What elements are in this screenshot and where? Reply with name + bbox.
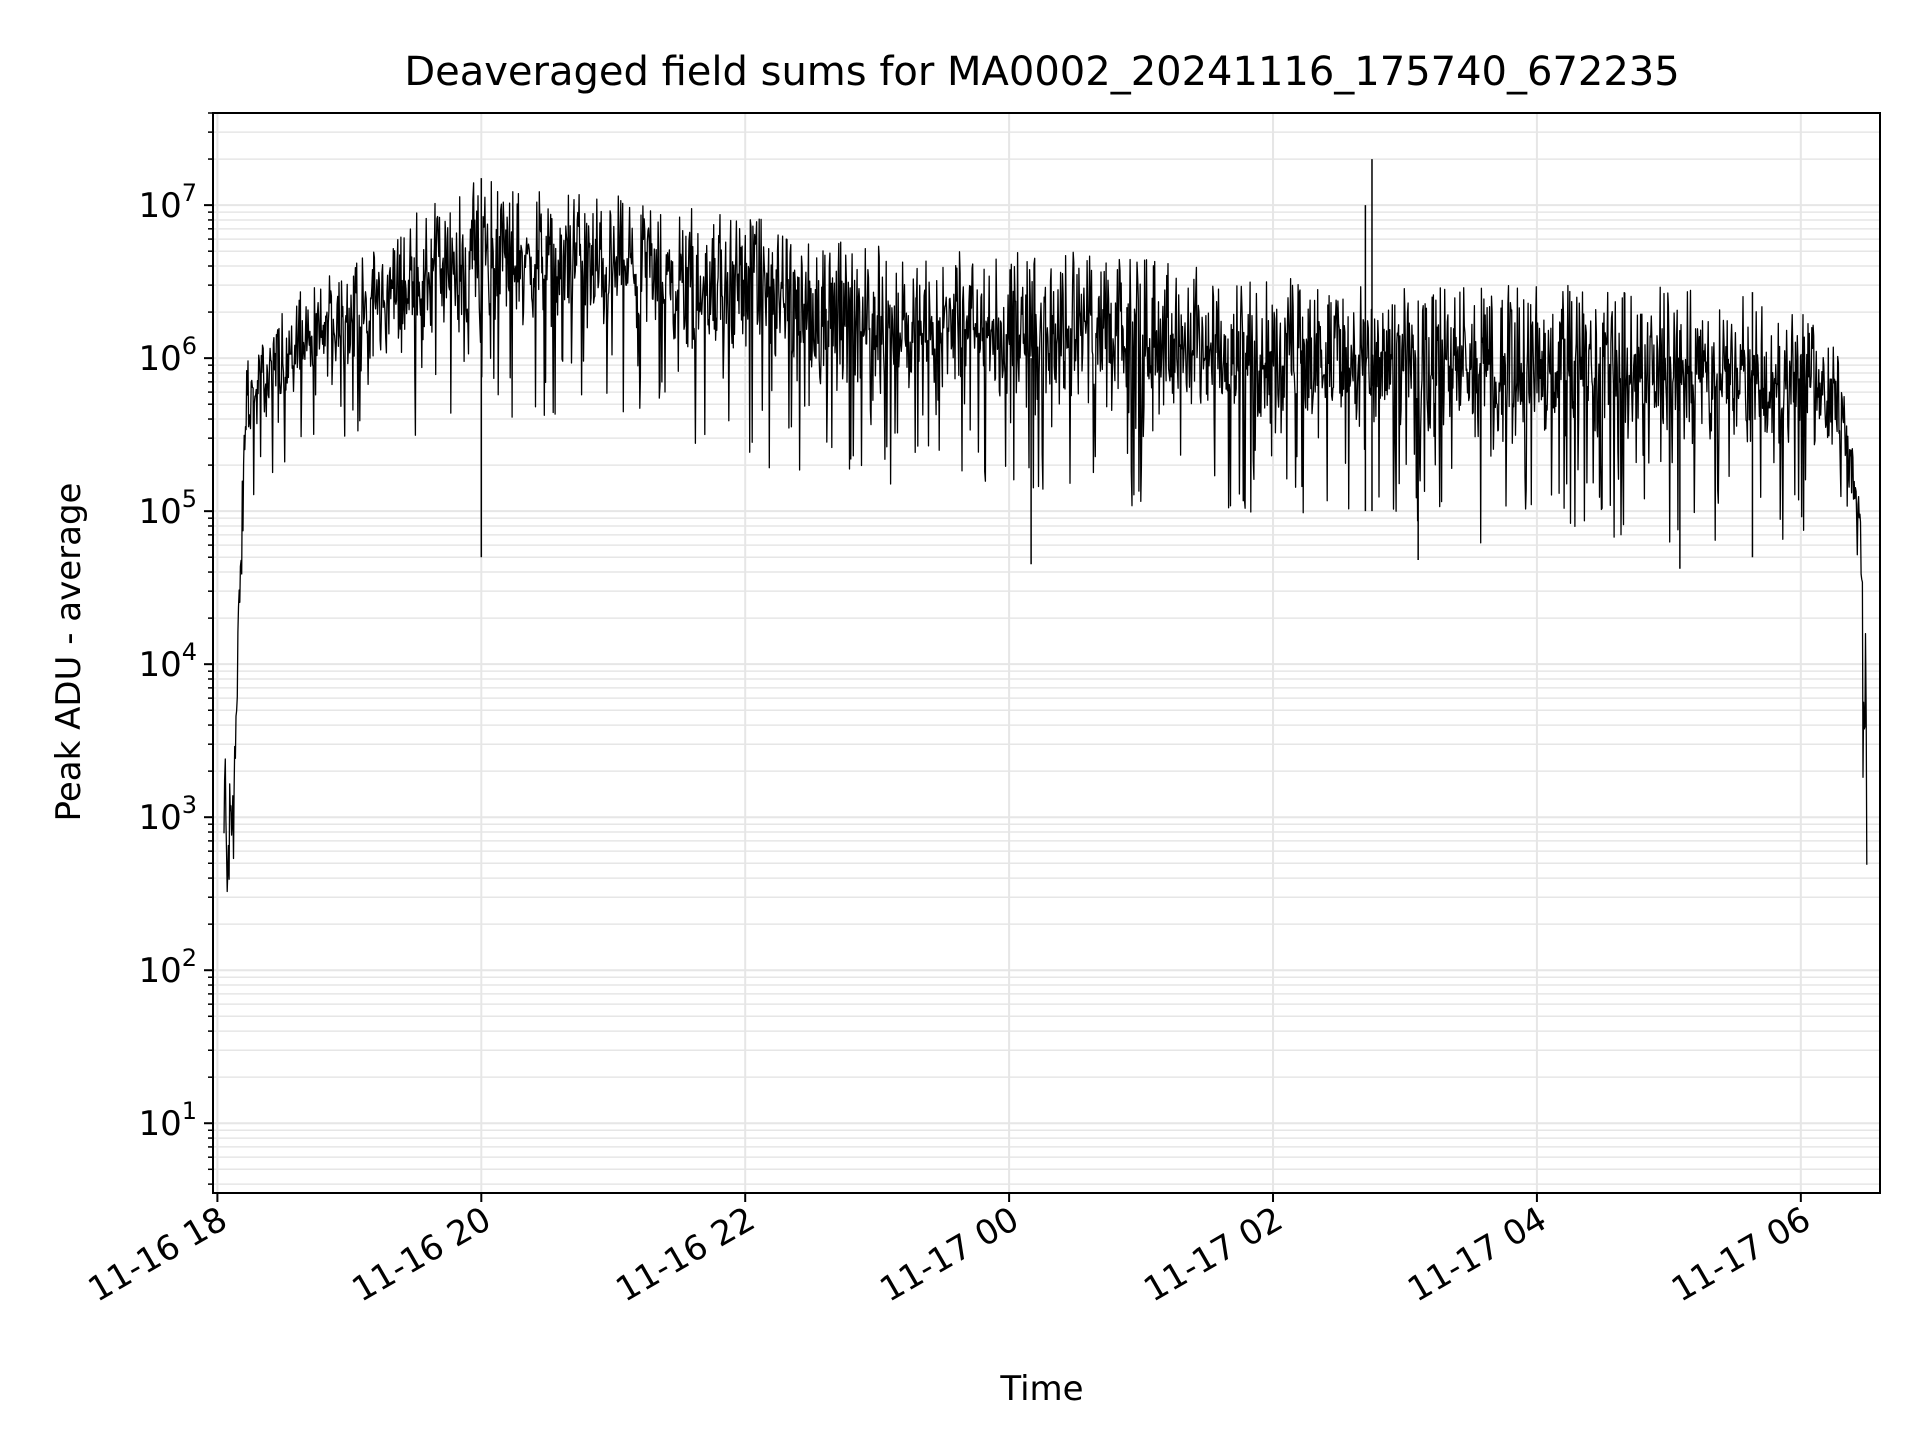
- y-axis: 101 102 103 104 105 106 107: [138, 112, 213, 1185]
- x-tick-label: 11-17 02: [1137, 1199, 1289, 1310]
- x-tick-label: 11-17 04: [1401, 1199, 1553, 1310]
- x-tick-label: 11-17 06: [1665, 1199, 1817, 1310]
- y-tick-label: 103: [138, 791, 197, 838]
- y-tick-label: 102: [138, 944, 197, 991]
- x-tick-label: 11-16 20: [346, 1199, 498, 1310]
- y-tick-label: 101: [138, 1097, 197, 1144]
- x-tick-label: 11-17 00: [873, 1199, 1025, 1310]
- x-tick-label: 11-16 22: [609, 1199, 761, 1310]
- major-gridlines: [213, 113, 1880, 1193]
- chart-title: Deaveraged field sums for MA0002_2024111…: [404, 49, 1679, 95]
- plot-area-frame: [212, 112, 1881, 1194]
- x-tick-label: 11-16 18: [82, 1199, 234, 1310]
- y-tick-label: 104: [138, 638, 197, 685]
- data-series: [223, 159, 1868, 893]
- y-axis-label: Peak ADU - average: [49, 483, 89, 822]
- y-tick-label: 106: [138, 332, 197, 379]
- series-line: [223, 181, 1868, 893]
- x-axis: 11-16 18 11-16 20 11-16 22 11-17 00 11-17 02…: [82, 1193, 1817, 1310]
- y-tick-label: 107: [138, 179, 197, 226]
- x-axis-label: Time: [999, 1369, 1083, 1409]
- y-tick-label: 105: [138, 485, 197, 532]
